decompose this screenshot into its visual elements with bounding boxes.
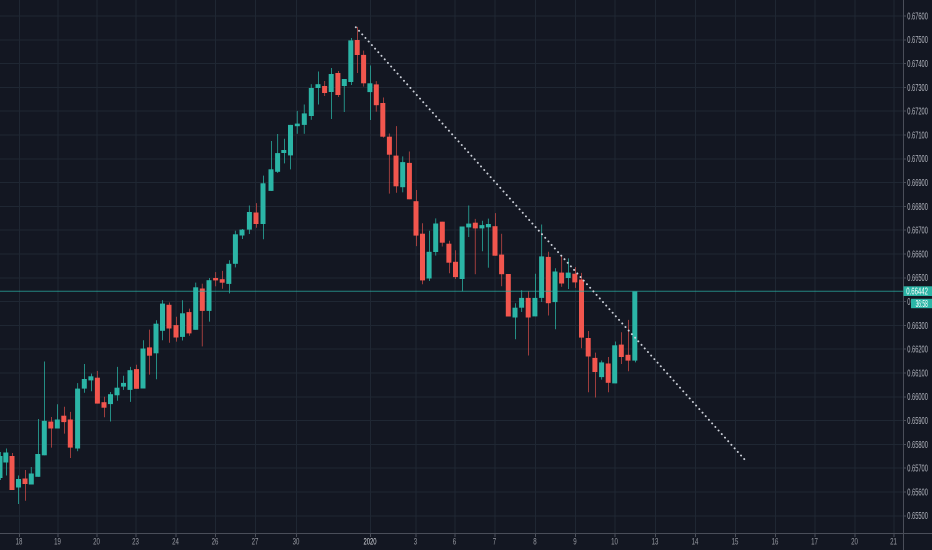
svg-text:7: 7 bbox=[493, 537, 496, 547]
svg-text:0.65700: 0.65700 bbox=[907, 464, 928, 475]
svg-text:16: 16 bbox=[772, 537, 779, 547]
svg-text:0.66200: 0.66200 bbox=[907, 345, 928, 356]
svg-text:20: 20 bbox=[93, 537, 100, 547]
svg-text:0.67400: 0.67400 bbox=[907, 59, 928, 70]
svg-text:17: 17 bbox=[811, 537, 818, 547]
svg-text:0.66700: 0.66700 bbox=[907, 226, 928, 237]
svg-text:0.66442: 0.66442 bbox=[906, 287, 928, 298]
svg-text:36:58: 36:58 bbox=[916, 299, 928, 310]
svg-text:13: 13 bbox=[652, 537, 659, 547]
svg-text:0.66100: 0.66100 bbox=[907, 368, 928, 379]
svg-text:15: 15 bbox=[732, 537, 739, 547]
svg-text:8: 8 bbox=[533, 537, 536, 547]
svg-text:0.66400: 0.66400 bbox=[907, 297, 928, 308]
svg-text:0.66000: 0.66000 bbox=[907, 392, 928, 403]
svg-text:0.65500: 0.65500 bbox=[907, 511, 928, 522]
svg-text:0.67100: 0.67100 bbox=[907, 130, 928, 141]
svg-text:0.67000: 0.67000 bbox=[907, 154, 928, 165]
svg-text:21: 21 bbox=[890, 537, 897, 547]
svg-text:26: 26 bbox=[212, 537, 219, 547]
svg-text:23: 23 bbox=[132, 537, 139, 547]
svg-text:0.66800: 0.66800 bbox=[907, 202, 928, 213]
svg-text:0.66600: 0.66600 bbox=[907, 249, 928, 260]
svg-text:0.67600: 0.67600 bbox=[907, 11, 928, 22]
svg-text:3: 3 bbox=[414, 537, 417, 547]
svg-text:24: 24 bbox=[172, 537, 179, 547]
svg-text:0.67200: 0.67200 bbox=[907, 107, 928, 118]
svg-text:20: 20 bbox=[851, 537, 858, 547]
svg-text:0.65600: 0.65600 bbox=[907, 487, 928, 498]
svg-text:0.65800: 0.65800 bbox=[907, 440, 928, 451]
svg-text:10: 10 bbox=[611, 537, 618, 547]
svg-text:0.66300: 0.66300 bbox=[907, 321, 928, 332]
svg-text:0.65900: 0.65900 bbox=[907, 416, 928, 427]
svg-text:0.66500: 0.66500 bbox=[907, 273, 928, 284]
svg-text:6: 6 bbox=[453, 537, 456, 547]
svg-text:14: 14 bbox=[692, 537, 699, 547]
svg-text:0.67300: 0.67300 bbox=[907, 83, 928, 94]
svg-text:9: 9 bbox=[573, 537, 576, 547]
svg-text:0.66900: 0.66900 bbox=[907, 178, 928, 189]
svg-text:30: 30 bbox=[293, 537, 300, 547]
svg-text:18: 18 bbox=[16, 537, 23, 547]
svg-text:19: 19 bbox=[54, 537, 61, 547]
svg-text:0.67500: 0.67500 bbox=[907, 35, 928, 46]
svg-text:27: 27 bbox=[252, 537, 259, 547]
svg-text:2020: 2020 bbox=[364, 537, 377, 547]
